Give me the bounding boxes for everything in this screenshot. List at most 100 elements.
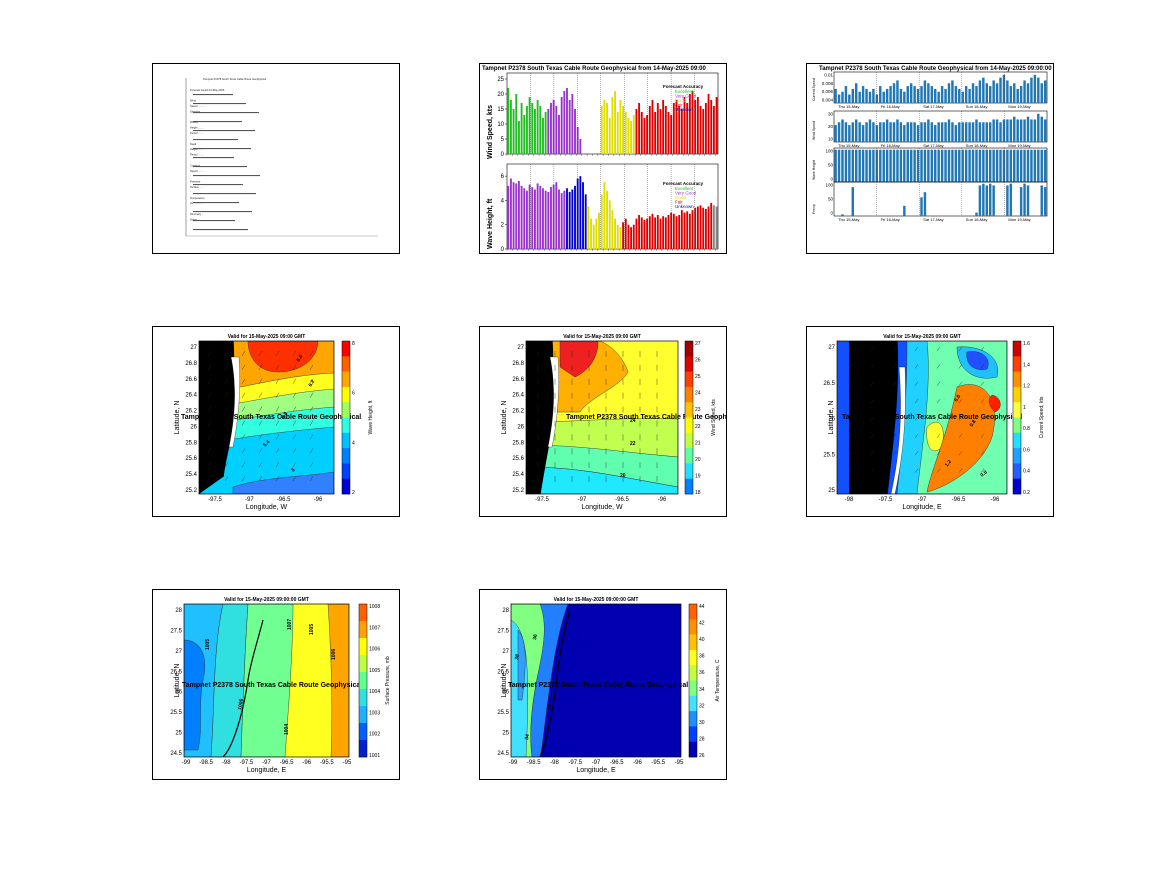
colorbar-segment <box>359 621 367 639</box>
vector-arrow <box>914 416 919 421</box>
ensemble-bar <box>882 149 885 182</box>
bar <box>630 121 633 154</box>
ensemble-bar <box>1009 149 1013 182</box>
vector-arrow <box>292 475 297 482</box>
colorbar-frame <box>684 340 694 495</box>
vector-arrow <box>914 346 919 352</box>
colorbar-tick: 34 <box>699 687 705 693</box>
contour-band <box>559 341 599 378</box>
bar <box>672 103 675 154</box>
xlabel: Longitude, E <box>576 767 616 774</box>
report-line: Height ........ <box>190 126 204 130</box>
colorbar-tick: 1 <box>1023 405 1026 411</box>
coastline <box>886 341 899 494</box>
ensemble-bar <box>841 91 844 103</box>
coastal-lagoon <box>228 356 240 448</box>
ensemble-bar <box>855 149 858 182</box>
bar <box>710 100 713 154</box>
bar <box>656 215 659 249</box>
contour-band <box>530 604 569 757</box>
ytick-label: 4 <box>501 198 505 204</box>
vector-arrow <box>241 448 246 454</box>
ensemble-bar <box>834 149 837 182</box>
ensemble-bar <box>1043 187 1047 216</box>
bar <box>574 185 576 249</box>
ytick-label: 26.4 <box>512 393 524 399</box>
vector-arrow <box>292 350 297 357</box>
bar <box>547 109 550 154</box>
ensemble-ytick: 20 <box>828 124 834 129</box>
bar <box>568 191 571 249</box>
contour-label: 6.6 <box>296 354 305 363</box>
colorbar-segment <box>1013 448 1021 464</box>
ensemble-bar <box>992 185 995 216</box>
wind-speed-ylabel: Wind Speed, kts <box>487 105 494 159</box>
vector-arrow <box>207 475 212 482</box>
bar <box>648 106 651 154</box>
contour-label: 1006 <box>237 698 245 710</box>
ensemble-bar <box>892 122 896 142</box>
bar <box>608 118 611 154</box>
vector-arrow <box>936 399 941 404</box>
ensemble-ytick: 10 <box>828 137 834 142</box>
vector-arrow <box>958 346 963 352</box>
colorbar-tick: 1004 <box>369 689 380 695</box>
bar <box>552 184 555 249</box>
vector-arrow <box>870 381 875 386</box>
bar <box>688 94 691 154</box>
legend-entry: Excellent <box>675 89 694 94</box>
ensemble-day-label: Sun 18-May <box>966 104 988 109</box>
colorbar-segment <box>342 463 350 479</box>
contour-label: 5.8 <box>280 411 289 420</box>
ensemble-bar <box>1002 119 1006 142</box>
ensemble-bar <box>861 86 865 103</box>
bar <box>630 227 633 249</box>
vector-arrow <box>241 378 246 384</box>
ensemble-bar <box>992 80 995 103</box>
colorbar-tick: 36 <box>699 670 705 676</box>
ensemble-ytick: 0.006 <box>822 89 834 94</box>
bar <box>616 224 619 249</box>
ensemble-bar <box>879 86 882 103</box>
contour-label: 34 <box>524 734 531 741</box>
vector-arrow <box>258 378 263 384</box>
vector-arrow <box>258 364 263 371</box>
vector-arrow <box>224 434 229 440</box>
ensemble-bar <box>1026 149 1030 182</box>
ensemble-bar <box>1002 149 1006 182</box>
ytick-label: 24.5 <box>170 751 182 757</box>
ensemble-bar <box>865 149 868 182</box>
ensemble-bar <box>844 149 848 182</box>
vector-arrow <box>207 350 212 357</box>
report-line: Direction ..... <box>190 109 205 113</box>
bar <box>560 97 563 154</box>
ensemble-bar <box>1023 149 1026 182</box>
bar <box>550 187 552 249</box>
ensemble-ylabel: Precip <box>812 204 816 214</box>
ensemble-bar <box>978 122 982 142</box>
ensemble-bar <box>865 88 868 103</box>
bar <box>624 112 627 154</box>
bar <box>670 115 673 154</box>
ensemble-ytick: 0.01 <box>824 73 833 78</box>
xlabel: Longitude, E <box>247 767 287 774</box>
map-frame <box>510 603 682 758</box>
vector-arrow <box>275 434 280 440</box>
ensemble-bar <box>906 86 909 103</box>
colorbar-segment <box>342 402 350 418</box>
ytick-label: 26 <box>828 417 835 423</box>
xtick-label: -96 <box>302 760 311 766</box>
bar <box>672 213 675 249</box>
xtick-label: -97.5 <box>568 760 582 766</box>
bar <box>536 183 539 249</box>
bar <box>627 118 630 154</box>
bar <box>595 218 598 249</box>
bar <box>563 190 566 249</box>
vector-arrow <box>870 433 875 438</box>
bar <box>656 103 659 154</box>
colorbar-frame <box>341 340 351 495</box>
bar <box>675 216 678 249</box>
ytick-label: 5 <box>501 137 505 143</box>
wave-map-panel: 6.6 6.2 5.8 5.4 5 Valid for 15-May-2025 09:00… <box>152 326 400 517</box>
contour-label: 0.8 <box>979 469 988 478</box>
